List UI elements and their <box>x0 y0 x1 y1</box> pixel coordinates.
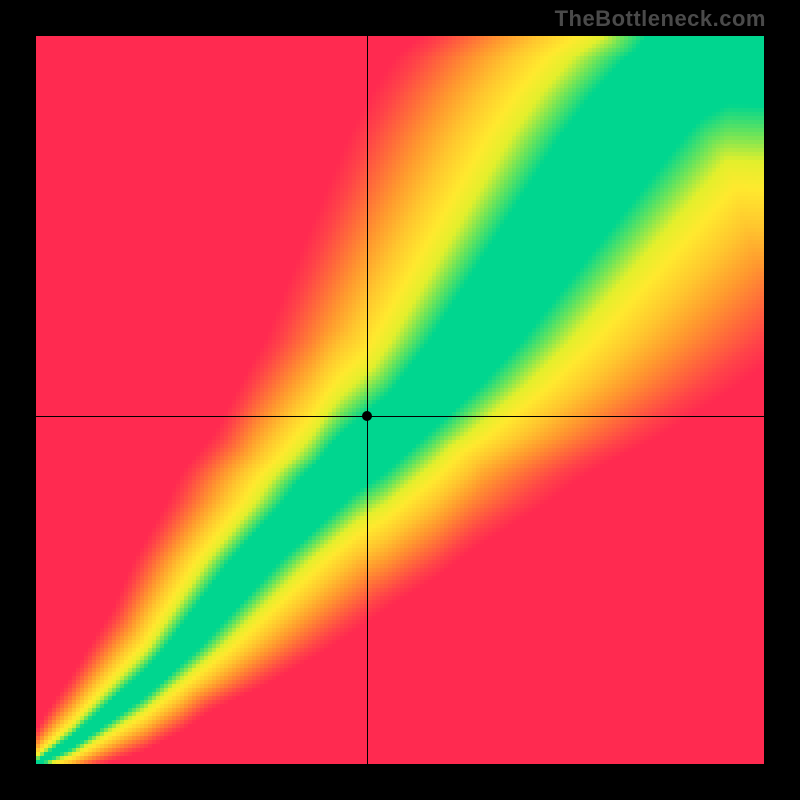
crosshair-marker <box>362 411 372 421</box>
heatmap-canvas <box>36 36 764 764</box>
watermark-text: TheBottleneck.com <box>555 6 766 32</box>
heatmap-plot <box>36 36 764 764</box>
crosshair-vertical <box>367 36 368 764</box>
crosshair-horizontal <box>36 416 764 417</box>
